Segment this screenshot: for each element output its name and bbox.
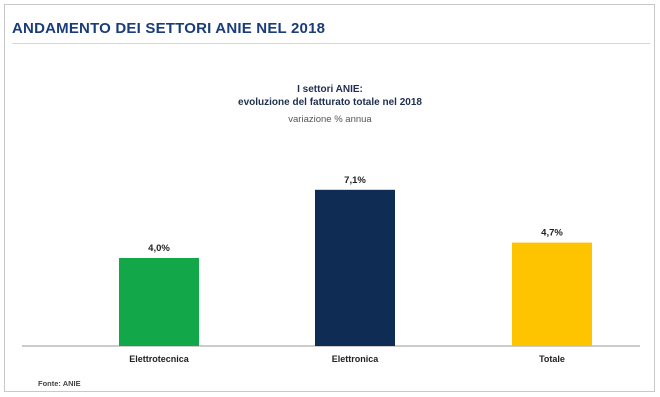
data-label-elettrotecnica: 4,0% (148, 243, 170, 254)
chart-title-line-2: evoluzione del fatturato totale nel 2018 (238, 97, 422, 108)
x-tick-label-elettrotecnica: Elettrotecnica (129, 354, 190, 364)
chart-subtitle: variazione % annua (288, 114, 372, 125)
source-note: Fonte: ANIE (38, 379, 81, 388)
page-title: ANDAMENTO DEI SETTORI ANIE NEL 2018 (12, 20, 326, 37)
title-divider (12, 43, 650, 44)
x-tick-label-totale: Totale (539, 354, 565, 364)
bar-totale (512, 242, 592, 346)
x-tick-label-elettronica: Elettronica (332, 354, 380, 364)
data-label-elettronica: 7,1% (344, 175, 366, 186)
bar-elettrotecnica (119, 258, 199, 346)
chart-title: I settori ANIE: evoluzione del fatturato… (0, 83, 660, 109)
bar-elettronica (315, 189, 395, 346)
data-label-totale: 4,7% (541, 228, 563, 239)
chart-title-line-1: I settori ANIE: (297, 84, 363, 95)
